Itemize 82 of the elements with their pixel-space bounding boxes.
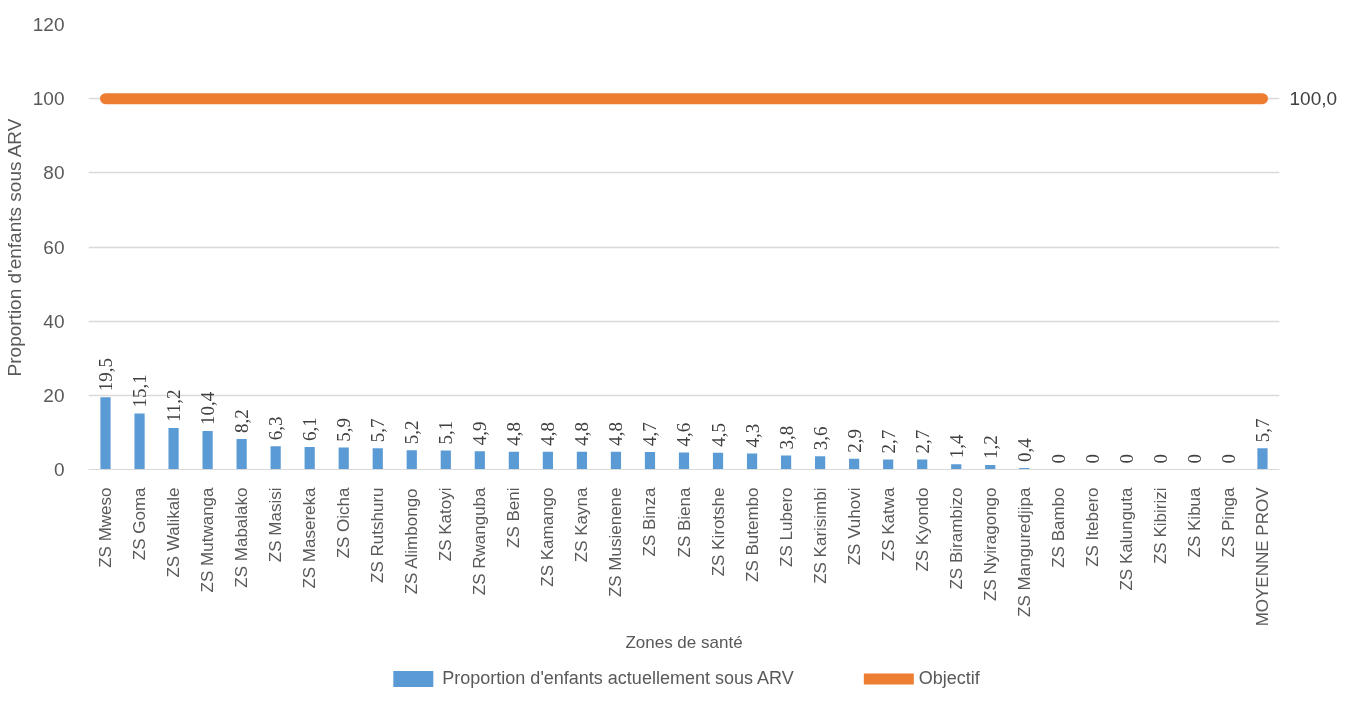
- data-label: 2,7: [877, 429, 899, 454]
- x-tick-label: ZS Binza: [640, 486, 660, 557]
- y-tick-label: 120: [32, 14, 65, 35]
- x-tick-label: ZS Mweso: [96, 487, 116, 568]
- data-label: 0: [1149, 454, 1171, 464]
- data-label: 5,1: [435, 420, 457, 445]
- x-tick-label: ZS Manguredjipa: [1014, 486, 1034, 617]
- data-label: 4,8: [503, 421, 525, 446]
- x-tick-label: ZS Itebero: [1082, 487, 1102, 567]
- data-label: 19,5: [95, 357, 117, 392]
- x-tick-label: ZS Musienene: [606, 487, 626, 598]
- data-label: 10,4: [197, 391, 219, 425]
- data-label: 6,1: [299, 417, 321, 441]
- data-label: 1,2: [979, 435, 1001, 460]
- data-label: 5,7: [367, 418, 389, 443]
- x-tick-label: ZS Kyondo: [912, 487, 932, 572]
- data-label: 8,2: [231, 409, 253, 434]
- legend-label: Objectif: [918, 667, 980, 689]
- x-tick-label: ZS Kirotshe: [708, 487, 728, 577]
- x-tick-label: ZS Kayna: [572, 486, 592, 563]
- x-tick-label: ZS Pinga: [1218, 486, 1238, 558]
- data-label: 4,5: [707, 423, 729, 447]
- data-label: 0: [1047, 454, 1069, 464]
- data-label: 4,9: [469, 421, 491, 446]
- data-label: 11,2: [163, 389, 185, 422]
- x-tick-label: ZS Goma: [130, 486, 150, 561]
- x-tick-label: ZS Kalunguta: [1116, 486, 1136, 591]
- data-label: 5,9: [333, 417, 355, 442]
- data-label: 0: [1115, 454, 1137, 464]
- data-label: 4,7: [639, 422, 661, 447]
- y-tick-label: 100: [32, 88, 65, 110]
- data-label: 0: [1081, 454, 1103, 464]
- x-tick-label: ZS Bambo: [1048, 487, 1068, 568]
- data-label: 3,8: [775, 425, 797, 450]
- x-tick-label: ZS Alimbongo: [402, 488, 422, 595]
- x-tick-label: ZS Birambizo: [946, 487, 966, 590]
- x-tick-label: ZS Masereka: [300, 486, 320, 589]
- data-label: 1,4: [945, 434, 967, 459]
- data-label: 4,6: [673, 422, 695, 447]
- x-tick-label: ZS Kamango: [538, 487, 558, 587]
- data-label: 5,7: [1251, 418, 1273, 443]
- x-tick-label: ZS Mutwanga: [198, 486, 218, 593]
- y-tick-label: 0: [53, 459, 65, 480]
- x-tick-label: ZS Katwa: [878, 486, 898, 562]
- data-label: 100,0: [1289, 88, 1338, 110]
- y-tick-label: 20: [43, 384, 65, 406]
- data-label: 4,8: [537, 421, 559, 446]
- data-label: 0,4: [1013, 437, 1035, 463]
- y-axis-title: Proportion d'enfants sous ARV: [3, 118, 25, 377]
- data-label: 4,8: [605, 421, 627, 446]
- data-label: 15,1: [129, 374, 151, 408]
- x-tick-label: ZS Karisimbi: [810, 487, 830, 584]
- y-tick-label: 80: [43, 162, 65, 184]
- x-tick-label: ZS Butembo: [742, 487, 762, 582]
- x-tick-label: ZS Rutshuru: [368, 487, 388, 583]
- legend-label: Proportion d'enfants actuellement sous ARV: [442, 667, 794, 689]
- data-label: 0: [1217, 454, 1239, 464]
- y-tick-label: 60: [43, 236, 65, 258]
- x-tick-label: ZS Lubero: [776, 487, 796, 567]
- data-label: 4,8: [571, 421, 593, 446]
- data-label: 0: [1183, 454, 1205, 464]
- data-label: 4,3: [741, 423, 763, 448]
- x-tick-label: ZS Oicha: [334, 486, 354, 559]
- x-tick-label: ZS Biena: [674, 486, 694, 558]
- y-tick-label: 40: [43, 310, 65, 332]
- x-tick-label: ZS Beni: [504, 487, 524, 548]
- data-label: 3,6: [809, 426, 831, 451]
- data-label: 2,7: [911, 429, 933, 454]
- data-label: 2,9: [843, 429, 865, 453]
- data-label: 5,2: [401, 420, 423, 445]
- x-tick-label: ZS Vuhovi: [844, 487, 864, 566]
- x-tick-label: ZS Walikale: [164, 487, 184, 578]
- x-tick-label: ZS Nyiragongo: [980, 487, 1000, 601]
- x-tick-label: ZS Masisi: [266, 487, 286, 563]
- x-tick-label: ZS Katoyi: [436, 487, 456, 562]
- x-tick-label: ZS Rwanguba: [470, 486, 490, 596]
- x-tick-label: ZS Kibua: [1184, 486, 1204, 558]
- x-tick-label: ZS Kibirizi: [1150, 487, 1170, 565]
- x-axis-title: Zones de santé: [625, 633, 743, 653]
- x-tick-label: ZS Mabalako: [232, 487, 252, 588]
- data-label: 6,3: [265, 416, 287, 441]
- x-tick-label: MOYENNE PROV: [1252, 486, 1272, 627]
